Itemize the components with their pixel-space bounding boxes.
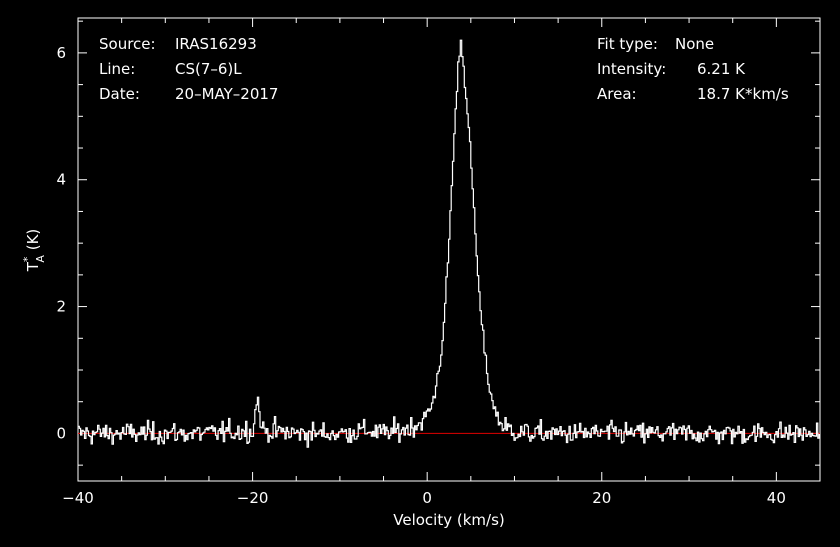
spectrum-line <box>78 39 820 448</box>
y-axis-label-unit: (K) <box>24 229 42 255</box>
info-value: CS(7–6)L <box>175 60 242 78</box>
y-tick-label: 6 <box>56 44 66 62</box>
info-label: Date: <box>99 85 140 103</box>
info-value: IRAS16293 <box>175 35 257 53</box>
info-label: Source: <box>99 35 156 53</box>
info-row-date: Date: 20–MAY–2017 <box>99 82 278 107</box>
info-value: None <box>675 35 715 53</box>
y-tick-label: 2 <box>56 298 66 316</box>
x-tick-label: −40 <box>62 489 94 507</box>
info-label: Fit type: <box>597 35 658 53</box>
info-row-area: Area: 18.7 K*km/s <box>597 82 789 107</box>
y-axis-label-sub: A <box>34 255 47 263</box>
x-axis-ticks: −40 −20 0 20 40 <box>62 18 821 507</box>
info-row-source: Source: IRAS16293 <box>99 32 278 57</box>
info-panel-right: Fit type: None Intensity: 6.21 K Area: 18.7… <box>597 32 789 107</box>
plot-frame <box>77 17 821 482</box>
info-value: 18.7 K*km/s <box>697 85 789 103</box>
info-label: Area: <box>597 85 637 103</box>
y-axis-label-sup: * <box>21 256 34 262</box>
x-tick-label: −20 <box>237 489 269 507</box>
x-tick-label: 40 <box>767 489 786 507</box>
info-row-intensity: Intensity: 6.21 K <box>597 57 789 82</box>
info-label: Intensity: <box>597 60 667 78</box>
y-tick-label: 0 <box>56 424 66 442</box>
y-axis-label-symbol: T <box>24 261 42 272</box>
x-tick-label: 0 <box>422 489 432 507</box>
info-value: 20–MAY–2017 <box>175 85 279 103</box>
x-tick-label: 20 <box>592 489 611 507</box>
info-panel-left: Source: IRAS16293 Line: CS(7–6)L Date: 20–M… <box>99 32 278 107</box>
y-axis-label: T*A (K) <box>21 229 47 273</box>
info-label: Line: <box>99 60 136 78</box>
info-row-line: Line: CS(7–6)L <box>99 57 278 82</box>
x-axis-label: Velocity (km/s) <box>393 511 504 529</box>
y-tick-label: 4 <box>56 171 66 189</box>
info-value: 6.21 K <box>697 60 746 78</box>
info-row-fit-type: Fit type: None <box>597 32 789 57</box>
